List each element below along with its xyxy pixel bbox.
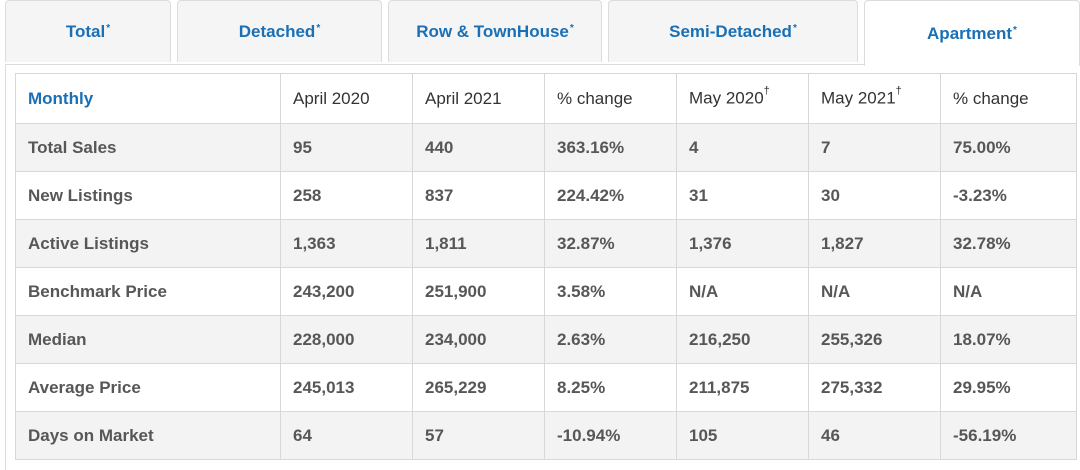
table-cell: 255,326 (808, 315, 941, 364)
property-type-tabs: Total * Detached * Row & TownHouse * Semi-D… (0, 0, 1080, 66)
table-cell: 234,000 (412, 315, 545, 364)
table-cell: 3.58% (544, 267, 677, 316)
market-stats-table: Monthly April 2020 April 2021 % change M… (15, 73, 1077, 460)
table-cell: New Listings (15, 171, 281, 220)
table-cell: -56.19% (940, 411, 1077, 460)
column-header: % change (940, 73, 1077, 124)
table-cell: Days on Market (15, 411, 281, 460)
tab-label: Row & TownHouse (416, 21, 569, 41)
column-header: May 2021† (808, 73, 941, 124)
table-cell: 95 (280, 123, 413, 172)
table-row: Average Price 245,013 265,229 8.25% 211,… (15, 363, 1077, 412)
header-row: Monthly April 2020 April 2021 % change M… (15, 73, 1077, 124)
table-cell: 105 (676, 411, 809, 460)
table-cell: 29.95% (940, 363, 1077, 412)
tab-label: Semi-Detached (669, 21, 792, 41)
tab-row-townhouse[interactable]: Row & TownHouse * (388, 0, 602, 62)
table-cell: Average Price (15, 363, 281, 412)
table-row: Total Sales 95 440 363.16% 4 7 75.00% (15, 123, 1077, 172)
table-row: New Listings 258 837 224.42% 31 30 -3.23… (15, 171, 1077, 220)
tab-detached[interactable]: Detached * (177, 0, 382, 62)
table-cell: 1,827 (808, 219, 941, 268)
tab-mark: * (792, 23, 797, 34)
table-cell: N/A (940, 267, 1077, 316)
table-cell: 64 (280, 411, 413, 460)
table-cell: 31 (676, 171, 809, 220)
tab-label: Apartment (927, 23, 1013, 43)
table-cell: -10.94% (544, 411, 677, 460)
table-cell: 18.07% (940, 315, 1077, 364)
table-cell: 1,376 (676, 219, 809, 268)
tab-total[interactable]: Total * (5, 0, 171, 62)
table-cell: 837 (412, 171, 545, 220)
table-cell: 57 (412, 411, 545, 460)
table-cell: 211,875 (676, 363, 809, 412)
table-cell: Total Sales (15, 123, 281, 172)
table-cell: 46 (808, 411, 941, 460)
table-cell: 363.16% (544, 123, 677, 172)
table-row: Benchmark Price 243,200 251,900 3.58% N/… (15, 267, 1077, 316)
table-cell: 1,811 (412, 219, 545, 268)
table-row: Active Listings 1,363 1,811 32.87% 1,376… (15, 219, 1077, 268)
table-cell: 75.00% (940, 123, 1077, 172)
tab-label: Total (65, 21, 106, 41)
tab-mark: * (316, 23, 321, 34)
table-cell: 224.42% (544, 171, 677, 220)
table-cell: 8.25% (544, 363, 677, 412)
table-cell: 32.78% (940, 219, 1077, 268)
column-header: April 2021 (412, 73, 545, 124)
table-cell: 216,250 (676, 315, 809, 364)
table-cell: Benchmark Price (15, 267, 281, 316)
column-header: % change (544, 73, 677, 124)
table-cell: N/A (808, 267, 941, 316)
tab-apartment[interactable]: Apartment * (864, 0, 1080, 66)
table-cell: -3.23% (940, 171, 1077, 220)
tab-mark: * (106, 23, 111, 34)
table-row: Median 228,000 234,000 2.63% 216,250 255… (15, 315, 1077, 364)
table-cell: 258 (280, 171, 413, 220)
tab-panel: Monthly April 2020 April 2021 % change M… (5, 64, 1080, 470)
table-cell: 243,200 (280, 267, 413, 316)
table-cell: 1,363 (280, 219, 413, 268)
table-cell: 275,332 (808, 363, 941, 412)
table-cell: 228,000 (280, 315, 413, 364)
table-cell: Median (15, 315, 281, 364)
tab-label: Detached (238, 21, 316, 41)
column-header: April 2020 (280, 73, 413, 124)
table-cell: Active Listings (15, 219, 281, 268)
table-cell: 440 (412, 123, 545, 172)
table-cell: 4 (676, 123, 809, 172)
tab-semi-detached[interactable]: Semi-Detached * (608, 0, 858, 62)
tab-mark: * (1013, 25, 1017, 36)
table-cell: N/A (676, 267, 809, 316)
table-cell: 245,013 (280, 363, 413, 412)
table-cell: 2.63% (544, 315, 677, 364)
table-cell: 265,229 (412, 363, 545, 412)
column-header: May 2020† (676, 73, 809, 124)
table-cell: 251,900 (412, 267, 545, 316)
tab-mark: * (569, 23, 574, 34)
table-cell: 30 (808, 171, 941, 220)
table-row: Days on Market 64 57 -10.94% 105 46 -56.… (15, 411, 1077, 460)
table-cell: 32.87% (544, 219, 677, 268)
table-cell: 7 (808, 123, 941, 172)
column-header: Monthly (15, 73, 281, 124)
